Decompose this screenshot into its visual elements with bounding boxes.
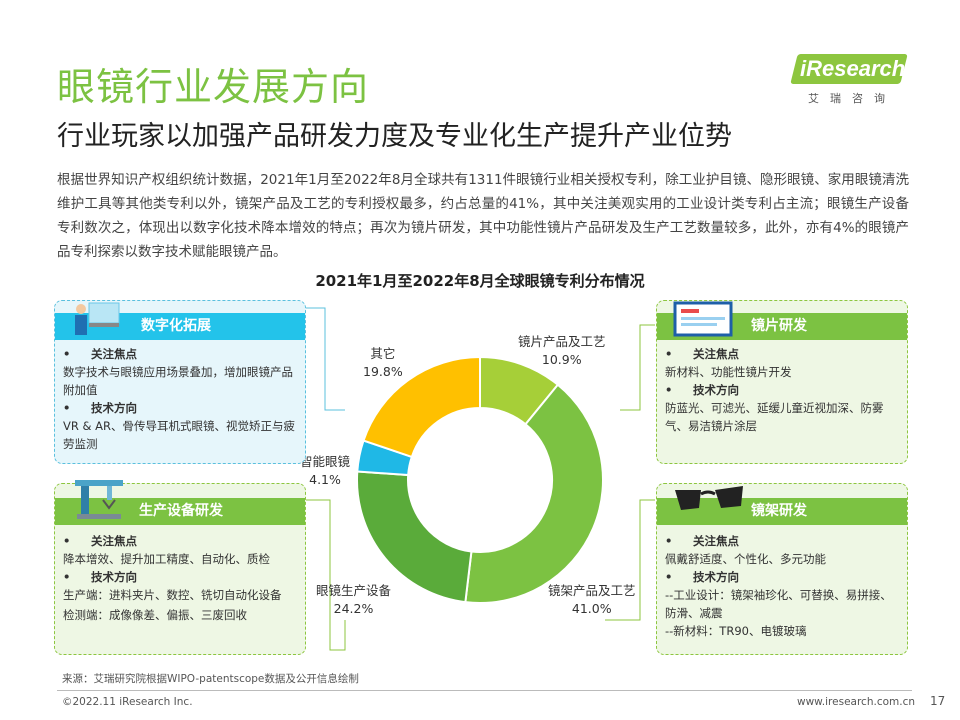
panel-lens-focus-text: 新材料、功能性镜片开发 bbox=[665, 365, 792, 379]
slice-smart bbox=[356, 439, 414, 477]
slice-label-other-value: 19.8% bbox=[363, 364, 403, 379]
bullet-dot: • bbox=[665, 570, 673, 584]
chart-title: 2021年1月至2022年8月全球眼镜专利分布情况 bbox=[315, 272, 645, 290]
panel-digital-tech-text: VR & AR、骨传导耳机式眼镜、视觉矫正与疲劳监测 bbox=[63, 419, 295, 451]
panel-digital: 数字化拓展 • 关注焦点 数字技术与眼镜应用场景叠加，增加眼镜产品附加值 • 技术方… bbox=[54, 300, 306, 464]
bullet-dot: • bbox=[665, 383, 673, 397]
slice-label-smart-value: 4.1% bbox=[309, 472, 341, 487]
slice-label-frame-name: 镜架产品及工艺 bbox=[548, 583, 636, 598]
panel-digital-focus-text: 数字技术与眼镜应用场景叠加，增加眼镜产品附加值 bbox=[63, 365, 293, 397]
tech-label: 技术方向 bbox=[693, 570, 739, 584]
logo-brand: iResearch bbox=[800, 56, 906, 81]
panel-frame-focus-text: 佩戴舒适度、个性化、多元功能 bbox=[665, 552, 826, 566]
connector-lens bbox=[620, 324, 655, 411]
panel-frame-tech-line2: --新材料：TR90、电镀玻璃 bbox=[665, 624, 807, 638]
source-note: 来源：艾瑞研究院根据WIPO-patentscope数据及公开信息绘制 bbox=[62, 673, 359, 685]
panel-equipment-tech-heading: • 技术方向 bbox=[63, 568, 297, 586]
slice-label-other-name: 其它 bbox=[370, 346, 396, 361]
panel-frame-title: 镜架研发 bbox=[751, 503, 807, 519]
slice-label-smart-name: 智能眼镜 bbox=[300, 454, 351, 469]
body-paragraph: 根据世界知识产权组织统计数据，2021年1月至2022年8月全球共有1311件眼… bbox=[57, 172, 909, 260]
panel-frame-tech-line1: --工业设计：镜架袖珍化、可替换、易拼接、防滑、减震 bbox=[665, 588, 892, 620]
slice-label-other: 其它 19.8% bbox=[363, 345, 403, 381]
panel-equipment: 生产设备研发 • 关注焦点 降本增效、提升加工精度、自动化、质检 • 技术方向 生产… bbox=[54, 480, 306, 655]
tech-label: 技术方向 bbox=[693, 383, 739, 397]
website-link[interactable]: www.iresearch.com.cn bbox=[797, 696, 916, 708]
panel-lens-tech-heading: • 技术方向 bbox=[665, 381, 899, 399]
person-laptop-icon bbox=[75, 302, 120, 335]
panel-digital-tech-heading: • 技术方向 bbox=[63, 399, 297, 417]
panel-equipment-tech-line2: 检测端：成像像差、偏振、三废回收 bbox=[63, 608, 247, 622]
page-title: 眼镜行业发展方向 bbox=[57, 65, 370, 109]
bullet-dot: • bbox=[665, 534, 673, 548]
panel-equipment-tech-line1: 生产端：进料夹片、数控、铣切自动化设备 bbox=[63, 588, 282, 602]
panel-lens-tech-text: 防蓝光、可滤光、延缓儿童近视加深、防雾气、易洁镜片涂层 bbox=[665, 401, 884, 433]
bullet-dot: • bbox=[63, 401, 71, 415]
tech-label: 技术方向 bbox=[91, 570, 137, 584]
copyright: ©2022.11 iResearch Inc. bbox=[62, 696, 193, 708]
slice-frame bbox=[464, 383, 604, 604]
slice-label-equipment: 眼镜生产设备 24.2% bbox=[316, 582, 391, 618]
panel-digital-title: 数字化拓展 bbox=[141, 318, 211, 334]
footer-divider bbox=[57, 690, 912, 691]
slice-label-smart: 智能眼镜 4.1% bbox=[300, 453, 350, 489]
slice-label-lens-value: 10.9% bbox=[541, 352, 582, 367]
focus-label: 关注焦点 bbox=[693, 347, 739, 361]
panel-lens-focus-heading: • 关注焦点 bbox=[665, 345, 899, 363]
panel-lens-body: • 关注焦点 新材料、功能性镜片开发 • 技术方向 防蓝光、可滤光、延缓儿童近视加深… bbox=[665, 345, 899, 435]
robot-arm-icon bbox=[75, 480, 123, 519]
monitor-icon bbox=[673, 301, 733, 337]
iresearch-logo: iResearch 艾瑞咨询 bbox=[790, 48, 920, 108]
panel-equipment-focus-text: 降本增效、提升加工精度、自动化、质检 bbox=[63, 552, 270, 566]
connector-equipment bbox=[305, 499, 346, 651]
slice-label-equipment-name: 眼镜生产设备 bbox=[316, 583, 392, 598]
focus-label: 关注焦点 bbox=[693, 534, 739, 548]
donut-slices bbox=[356, 355, 604, 604]
panel-frame: 镜架研发 • 关注焦点 佩戴舒适度、个性化、多元功能 • 技术方向 --工业设计：镜… bbox=[656, 483, 908, 655]
bullet-dot: • bbox=[63, 534, 71, 548]
panel-frame-tech-heading: • 技术方向 bbox=[665, 568, 899, 586]
logo-subtitle: 艾瑞咨询 bbox=[808, 92, 896, 105]
panel-lens-title: 镜片研发 bbox=[751, 318, 807, 334]
connector-lines bbox=[305, 307, 345, 411]
bullet-dot: • bbox=[665, 347, 673, 361]
panel-equipment-focus-heading: • 关注焦点 bbox=[63, 532, 297, 550]
panel-digital-focus-heading: • 关注焦点 bbox=[63, 345, 297, 363]
page-number: 17 bbox=[930, 694, 946, 708]
panel-frame-body: • 关注焦点 佩戴舒适度、个性化、多元功能 • 技术方向 --工业设计：镜架袖珍化、… bbox=[665, 532, 899, 640]
bullet-dot: • bbox=[63, 570, 71, 584]
panel-digital-body: • 关注焦点 数字技术与眼镜应用场景叠加，增加眼镜产品附加值 • 技术方向 VR &… bbox=[63, 345, 297, 453]
slice-label-frame: 镜架产品及工艺 41.0% bbox=[548, 582, 636, 618]
focus-label: 关注焦点 bbox=[91, 534, 137, 548]
page-subtitle: 行业玩家以加强产品研发力度及专业化生产提升产业位势 bbox=[57, 121, 732, 152]
panel-frame-focus-heading: • 关注焦点 bbox=[665, 532, 899, 550]
slice-label-lens-name: 镜片产品及工艺 bbox=[518, 334, 606, 349]
tech-label: 技术方向 bbox=[91, 401, 137, 415]
eyeglasses-icon bbox=[675, 486, 743, 510]
connector-digital bbox=[305, 307, 345, 411]
focus-label: 关注焦点 bbox=[91, 347, 137, 361]
bullet-dot: • bbox=[63, 347, 71, 361]
slice-label-equipment-value: 24.2% bbox=[333, 601, 374, 616]
panel-equipment-title: 生产设备研发 bbox=[139, 503, 223, 519]
panel-equipment-body: • 关注焦点 降本增效、提升加工精度、自动化、质检 • 技术方向 生产端：进料夹片、… bbox=[63, 532, 297, 624]
panel-lens: 镜片研发 • 关注焦点 新材料、功能性镜片开发 • 技术方向 防蓝光、可滤光、延缓儿… bbox=[656, 300, 908, 464]
slice-label-lens: 镜片产品及工艺 10.9% bbox=[518, 333, 606, 369]
panel-equipment-header: 生产设备研发 bbox=[55, 498, 305, 525]
slice-label-frame-value: 41.0% bbox=[571, 601, 612, 616]
